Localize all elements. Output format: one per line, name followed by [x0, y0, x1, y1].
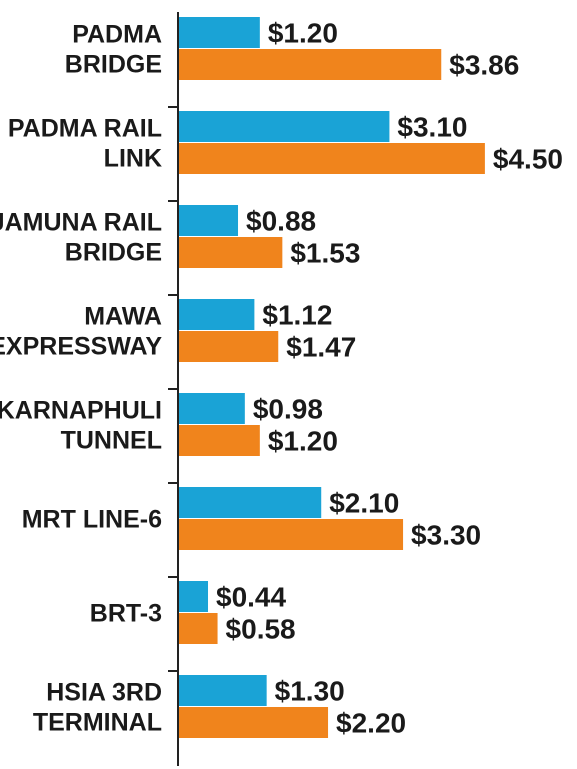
category-label-1-1: LINK [104, 145, 162, 173]
value-label-blue-1: $3.10 [397, 112, 467, 143]
category-label-4-0: KARNAPHULI [0, 397, 162, 425]
value-label-orange-5: $3.30 [411, 520, 481, 551]
value-label-blue-2: $0.88 [246, 206, 316, 237]
bar-orange-6 [178, 613, 218, 644]
bar-orange-5 [178, 519, 404, 550]
value-label-blue-6: $0.44 [216, 582, 286, 613]
category-label-4-1: TUNNEL [61, 427, 162, 455]
category-label-3-1: EXPRESSWAY [0, 333, 162, 361]
category-label-0-0: PADMA [72, 21, 162, 49]
value-label-orange-1: $4.50 [493, 144, 563, 175]
category-label-5-0: MRT LINE-6 [22, 506, 162, 534]
value-label-orange-6: $0.58 [226, 614, 296, 645]
value-label-orange-7: $2.20 [336, 708, 406, 739]
axis-layer [168, 12, 179, 766]
category-label-1-0: PADMA RAIL [8, 115, 162, 143]
bar-blue-7 [178, 675, 267, 706]
bar-blue-5 [178, 487, 322, 518]
value-label-orange-3: $1.47 [286, 332, 356, 363]
value-label-blue-0: $1.20 [268, 18, 338, 49]
category-label-2-1: BRIDGE [65, 239, 162, 267]
category-label-7-0: HSIA 3RD [46, 679, 162, 707]
category-label-2-0: JAMUNA RAIL [0, 209, 162, 237]
bar-blue-4 [178, 393, 245, 424]
category-label-6-0: BRT-3 [90, 600, 162, 628]
value-label-orange-2: $1.53 [290, 238, 360, 269]
bar-orange-2 [178, 237, 283, 268]
bar-blue-3 [178, 299, 255, 330]
value-label-blue-4: $0.98 [253, 394, 323, 425]
category-label-7-1: TERMINAL [33, 709, 162, 737]
bar-orange-7 [178, 707, 329, 738]
value-label-orange-0: $3.86 [449, 50, 519, 81]
bars-layer [178, 17, 485, 738]
bar-blue-2 [178, 205, 239, 236]
bar-blue-6 [178, 581, 209, 612]
value-label-blue-3: $1.12 [262, 300, 332, 331]
bar-orange-4 [178, 425, 260, 456]
bar-blue-0 [178, 17, 260, 48]
category-label-0-1: BRIDGE [65, 51, 162, 79]
bar-orange-0 [178, 49, 442, 80]
bar-blue-1 [178, 111, 390, 142]
value-label-blue-7: $1.30 [275, 676, 345, 707]
value-label-blue-5: $2.10 [329, 488, 399, 519]
bar-orange-1 [178, 143, 485, 174]
category-label-3-0: MAWA [84, 303, 162, 331]
value-label-orange-4: $1.20 [268, 426, 338, 457]
bar-orange-3 [178, 331, 279, 362]
